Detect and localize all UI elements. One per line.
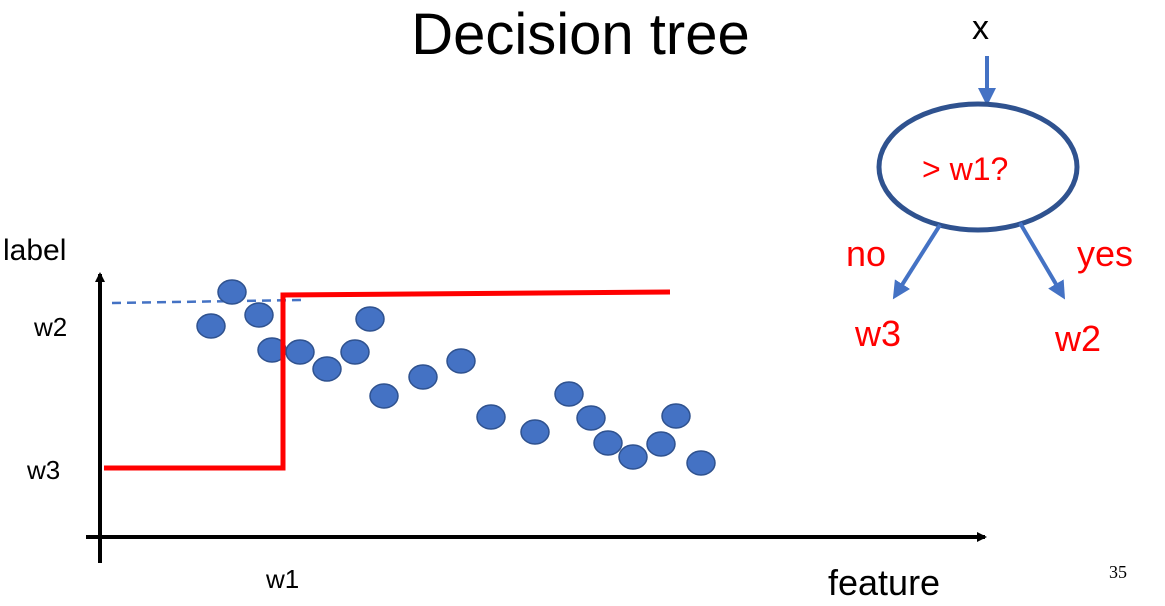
data-point	[576, 405, 606, 431]
branch-yes-label: yes	[1077, 233, 1134, 274]
data-point	[217, 279, 247, 305]
branch-no-label: no	[846, 233, 887, 274]
x-tick-label: w1	[266, 564, 300, 594]
data-point	[196, 313, 226, 339]
step-function	[104, 289, 671, 471]
data-point	[408, 364, 438, 390]
data-points	[196, 279, 716, 476]
x-axis-label: feature	[828, 562, 941, 603]
slide-title: Decision tree	[411, 2, 750, 67]
data-point	[355, 306, 385, 332]
data-point	[593, 430, 623, 456]
data-point	[646, 431, 676, 457]
data-point	[244, 302, 274, 328]
decision-node	[876, 101, 1080, 233]
y-axis-label: label	[3, 234, 67, 267]
y-tick-label: w3	[27, 455, 61, 485]
data-point	[661, 403, 691, 429]
y-tick-label: w2	[34, 312, 68, 342]
tree-input-label: x	[972, 9, 989, 47]
data-point	[686, 450, 716, 476]
data-point	[446, 348, 476, 374]
data-point	[618, 444, 648, 470]
leaf-yes-label: w2	[1055, 318, 1102, 359]
data-point	[476, 404, 506, 430]
node-condition: > w1?	[922, 151, 1009, 187]
leaf-no-label: w3	[855, 313, 902, 354]
data-point	[312, 356, 342, 382]
data-point	[520, 419, 550, 445]
branch-arrow-no	[892, 223, 942, 300]
branch-arrow-yes	[1018, 221, 1066, 300]
data-point	[285, 339, 315, 365]
page-number: 35	[1109, 562, 1127, 582]
data-point	[369, 383, 399, 409]
dashed-line	[111, 298, 303, 305]
data-point	[340, 339, 370, 365]
data-point	[554, 381, 584, 407]
